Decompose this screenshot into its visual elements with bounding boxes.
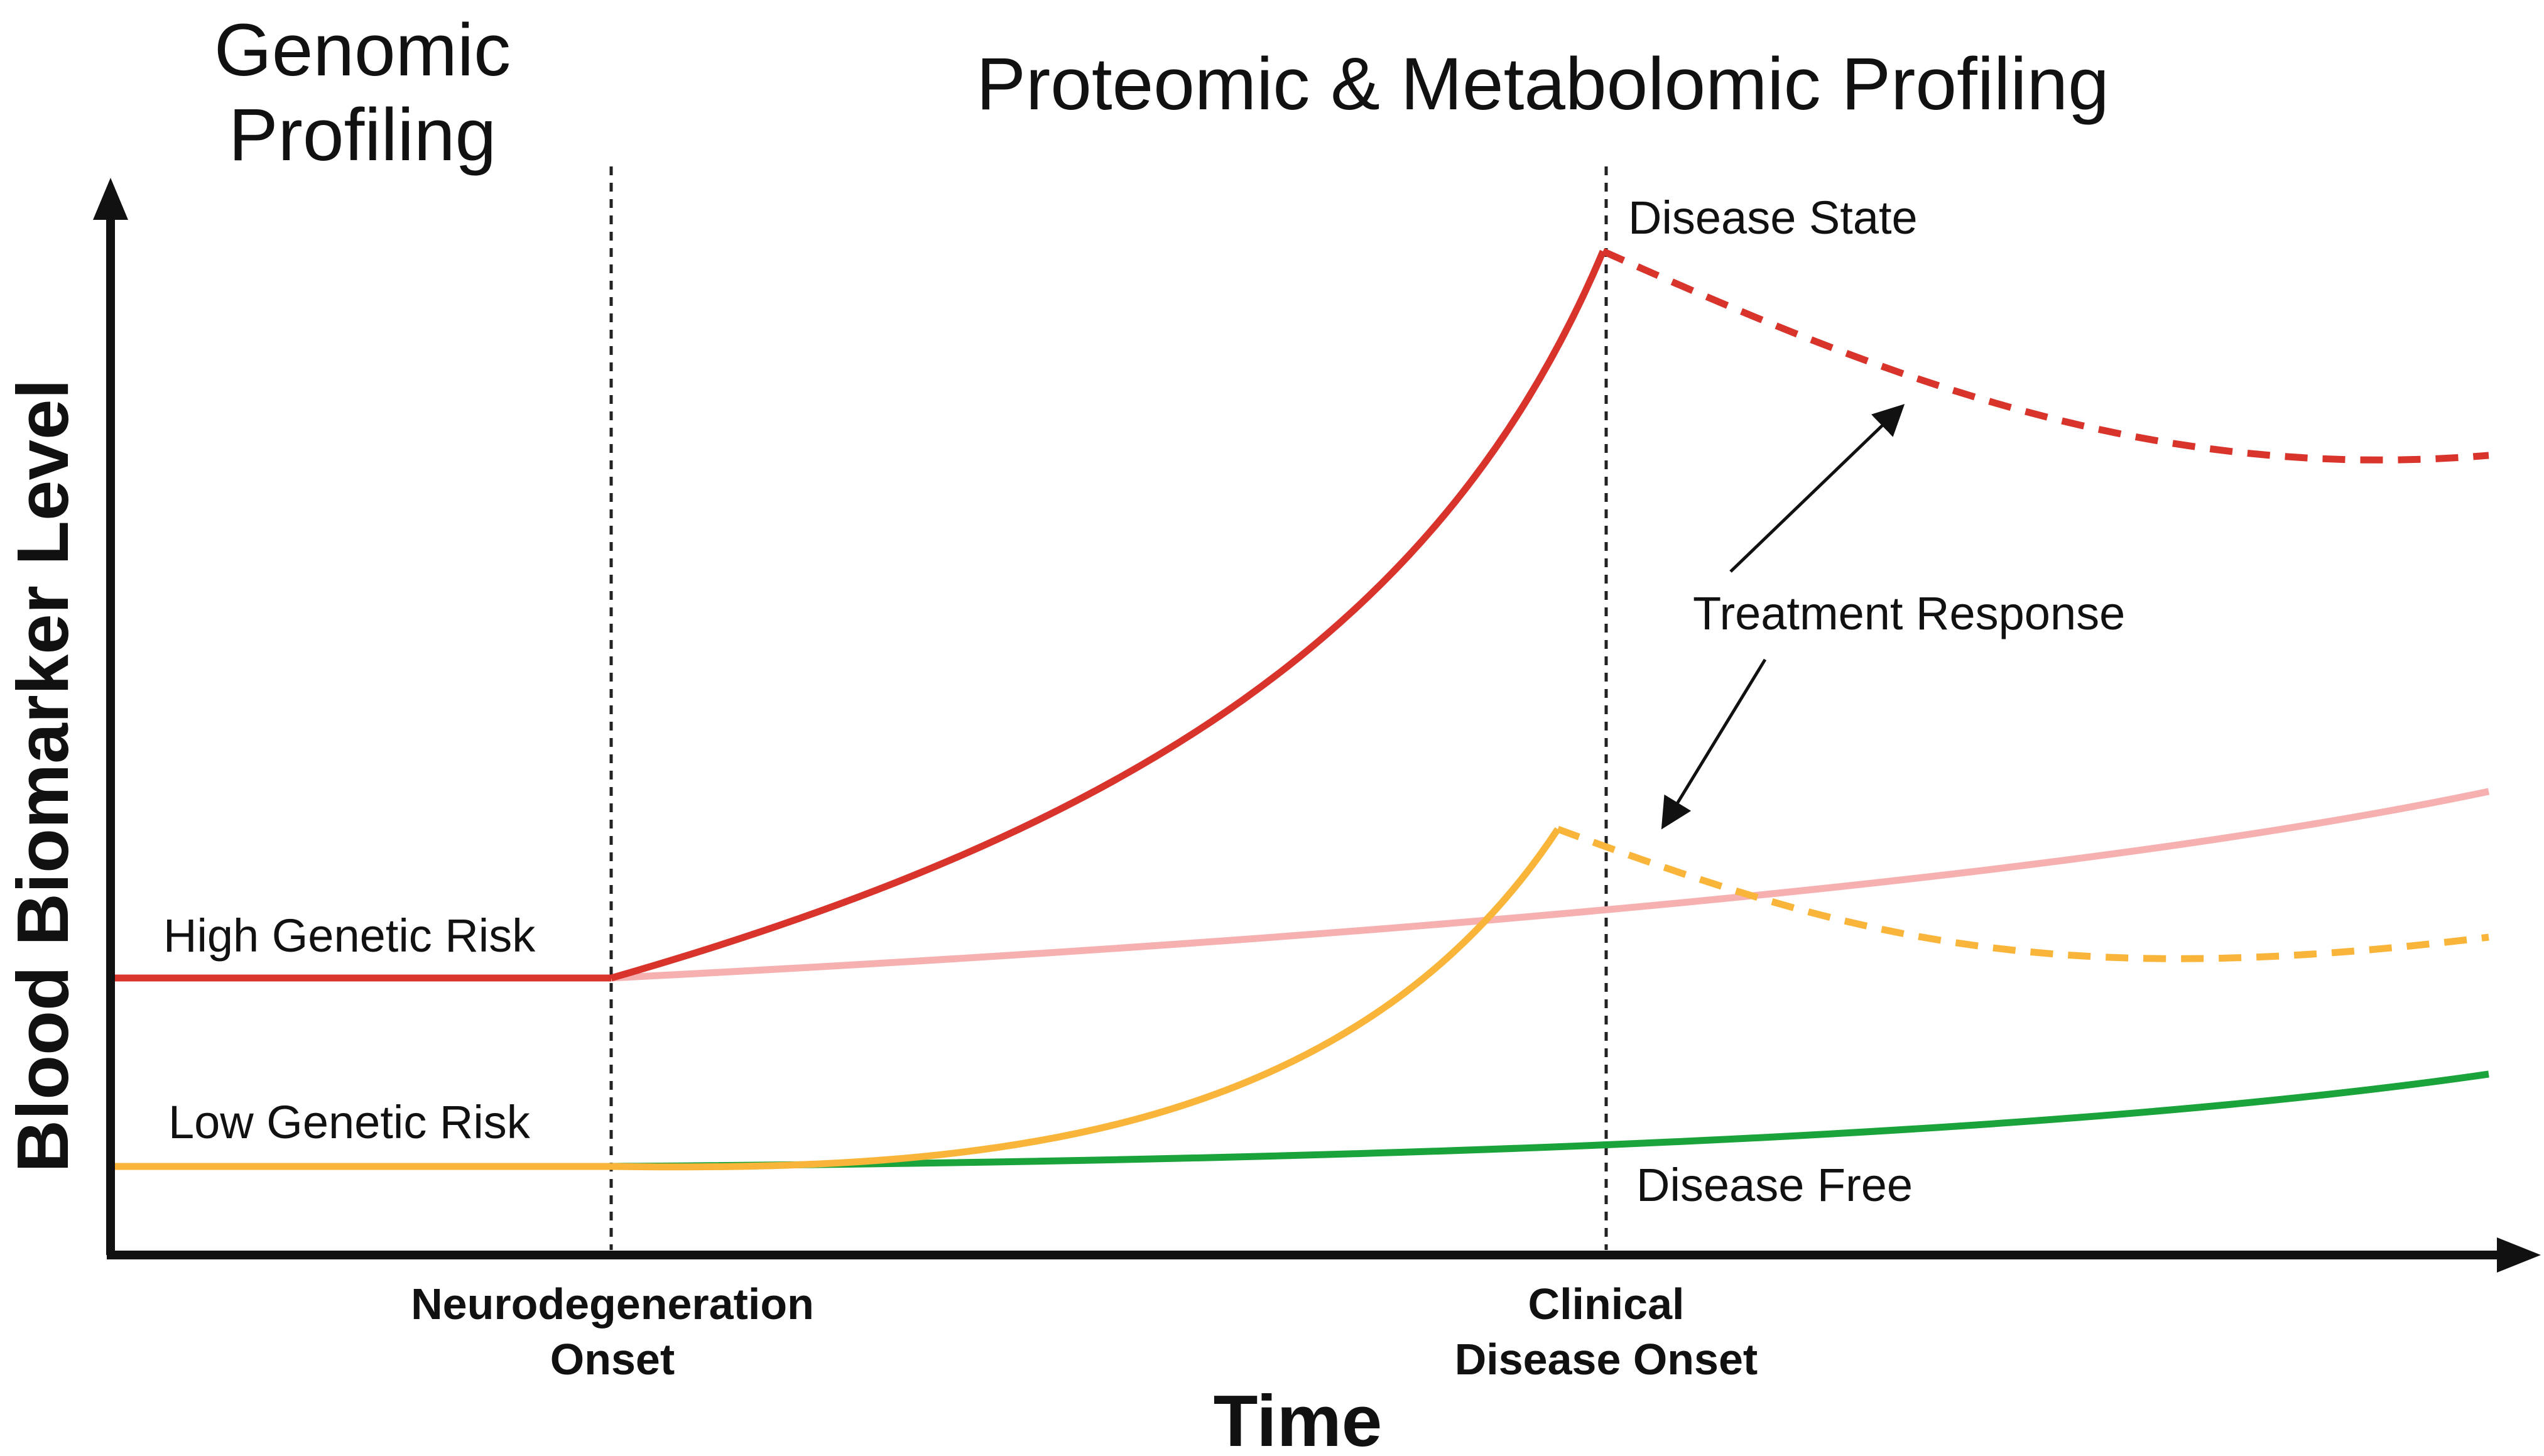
x-axis-arrowhead [2497, 1237, 2541, 1273]
proteomic-metabolomic-heading: Proteomic & Metabolomic Profiling [976, 43, 2109, 126]
y-axis-arrowhead [93, 178, 128, 220]
y-axis-title: Blood Biomarker Level [2, 379, 84, 1172]
treatment-response-label: Treatment Response [1693, 587, 2125, 639]
genomic-profiling-heading-line1: Genomic [214, 9, 511, 92]
pink-slow-rise-curve [611, 788, 2490, 982]
orange-treatment-dashed-curve [1557, 825, 2489, 962]
clinical-disease-onset-label-line2: Disease Onset [1455, 1335, 1758, 1384]
disease-free-label: Disease Free [1636, 1159, 1913, 1211]
neurodegeneration-onset-label-line2: Onset [550, 1335, 675, 1384]
disease-state-label: Disease State [1628, 192, 1918, 244]
orange-rise-curve [611, 827, 1561, 1171]
treatment-arrow-up [1729, 404, 1905, 573]
genomic-profiling-heading-line2: Profiling [229, 94, 496, 177]
red-disease-state-curve [610, 249, 1607, 982]
low-genetic-risk-label: Low Genetic Risk [168, 1096, 531, 1148]
treatment-arrow-down [1661, 658, 1767, 830]
green-disease-free-curve [611, 1070, 2489, 1170]
clinical-disease-onset-label-line1: Clinical [1528, 1279, 1685, 1328]
red-treatment-dashed-curve [1601, 247, 2489, 464]
high-genetic-risk-label: High Genetic Risk [163, 910, 536, 962]
x-axis-title: Time [1214, 1380, 1383, 1456]
neurodegeneration-onset-label-line1: Neurodegeneration [411, 1279, 814, 1328]
